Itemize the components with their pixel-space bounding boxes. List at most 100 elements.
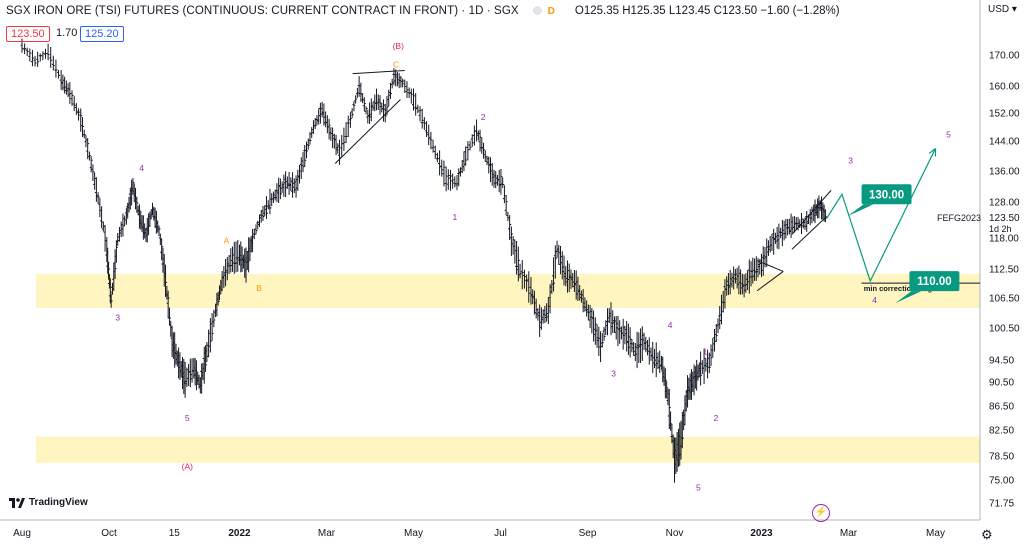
price-bar	[313, 117, 317, 130]
projection-path	[826, 148, 937, 283]
y-tick-label: 78.50	[989, 452, 1014, 463]
price-bar	[68, 81, 72, 104]
price-bar	[160, 238, 164, 261]
wave-label: (B)	[393, 41, 405, 51]
price-bar	[414, 92, 418, 116]
price-bar	[355, 87, 359, 98]
price-bar	[497, 169, 501, 193]
price-bar	[84, 135, 88, 148]
price-bar	[700, 360, 704, 375]
price-bar	[401, 78, 405, 88]
price-bar	[600, 332, 604, 348]
price-bar	[332, 133, 336, 149]
symbol-title[interactable]: SGX IRON ORE (TSI) FUTURES (CONTINUOUS: …	[6, 5, 519, 17]
price-bar	[639, 328, 643, 363]
price-bar	[306, 138, 310, 150]
y-tick-label: 136.00	[989, 167, 1020, 178]
lightning-icon[interactable]: ⚡	[812, 504, 830, 522]
price-bar	[699, 351, 703, 386]
x-tick-label: 2022	[228, 528, 251, 539]
price-bar	[770, 234, 774, 251]
price-bar	[311, 120, 315, 134]
price-bar	[304, 141, 308, 159]
price-bar	[252, 228, 256, 240]
price-bar	[227, 255, 231, 275]
price-bar	[502, 185, 506, 204]
wave-label: 2	[713, 413, 718, 423]
x-tick-label: Nov	[666, 528, 684, 539]
price-bar	[713, 328, 717, 352]
wave-label: 1	[452, 212, 457, 222]
price-bar	[499, 169, 503, 195]
last-price-label: 123.50	[989, 213, 1020, 224]
price-bar	[38, 53, 42, 62]
price-bar	[431, 139, 435, 153]
price-bar	[204, 345, 208, 372]
wave-label: 1	[703, 347, 708, 357]
price-bar	[478, 129, 482, 152]
x-tick-label: Oct	[101, 528, 117, 539]
price-bar	[433, 145, 437, 159]
buy-price-box[interactable]: 125.20	[80, 26, 124, 42]
price-bar	[483, 150, 487, 162]
sell-price-box[interactable]: 123.50	[6, 26, 50, 42]
price-bar	[375, 88, 379, 111]
y-tick-label: 128.00	[989, 198, 1020, 209]
currency-selector[interactable]: USD ▾	[988, 4, 1017, 15]
price-bar	[495, 175, 499, 186]
trendline-3	[791, 216, 828, 250]
price-bar	[94, 177, 98, 202]
tradingview-logo-icon	[9, 497, 25, 508]
price-bar	[702, 348, 706, 385]
price-bar	[318, 102, 322, 124]
price-bar	[72, 96, 76, 111]
price-bar	[264, 196, 268, 219]
price-bar	[718, 305, 722, 330]
price-bar	[113, 249, 117, 280]
spread-value: 1.70	[56, 27, 78, 39]
support-zone-0	[36, 273, 980, 308]
price-bar	[604, 320, 608, 336]
last-price-tag	[981, 211, 1024, 225]
price-bar	[331, 127, 335, 148]
price-bar	[364, 106, 368, 115]
wave-label: 4	[139, 163, 144, 173]
wave-label: B	[256, 283, 262, 293]
price-bar	[93, 172, 97, 190]
price-bar	[23, 43, 27, 55]
price-bar	[121, 213, 125, 237]
price-bar	[420, 108, 424, 129]
price-bar	[277, 177, 281, 204]
price-bar	[468, 140, 472, 151]
price-bar	[282, 174, 286, 197]
price-bar	[630, 339, 634, 353]
chart-header: SGX IRON ORE (TSI) FUTURES (CONTINUOUS: …	[6, 5, 840, 17]
price-bar	[527, 271, 531, 303]
wave-label: 5	[696, 483, 701, 493]
target-label-1: 110.00	[917, 276, 952, 288]
gear-icon[interactable]: ⚙	[981, 527, 993, 542]
price-bar	[109, 293, 113, 308]
price-bar	[91, 164, 95, 182]
price-bar	[704, 358, 708, 372]
price-bar	[33, 55, 37, 67]
price-bar	[270, 193, 274, 206]
price-bar	[766, 240, 770, 257]
price-bar	[453, 176, 457, 188]
price-bar	[665, 381, 669, 399]
price-bar	[516, 246, 520, 282]
price-bar	[488, 157, 492, 183]
trendline-5	[756, 271, 784, 292]
y-tick-label: 100.50	[989, 324, 1020, 335]
price-bar	[714, 324, 718, 342]
y-tick-label: 94.50	[989, 356, 1014, 367]
price-bar	[644, 336, 648, 353]
price-bar	[301, 151, 305, 173]
y-tick-label: 82.50	[989, 426, 1014, 437]
price-bar	[334, 134, 338, 156]
price-bar	[388, 82, 392, 100]
price-bar	[298, 164, 302, 184]
target-pointer-1	[895, 291, 922, 304]
price-bar	[536, 308, 540, 321]
